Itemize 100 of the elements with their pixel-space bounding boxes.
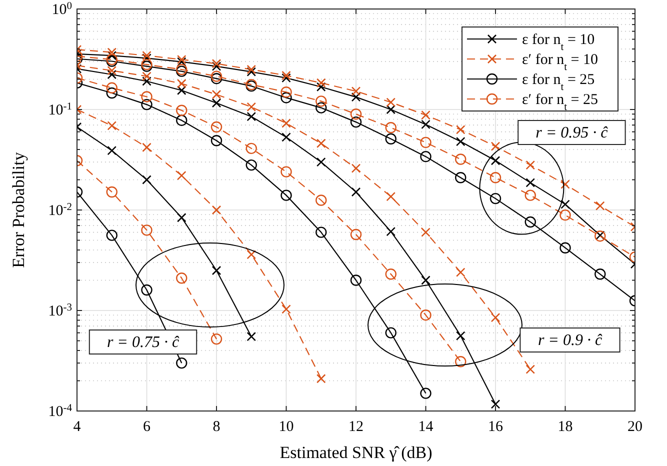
point (560, 209, 571, 221)
point (210, 70, 222, 82)
y-tick-label: 10$^{-1}$ (48, 101, 72, 118)
point (282, 304, 291, 314)
point (421, 228, 430, 237)
point (176, 57, 186, 66)
point (526, 160, 536, 170)
point (212, 266, 222, 276)
point (106, 82, 118, 94)
point (176, 54, 186, 64)
point (351, 86, 361, 96)
point (421, 120, 430, 130)
point (490, 142, 500, 151)
point (524, 190, 536, 201)
point (456, 331, 466, 340)
point (176, 86, 186, 96)
point (282, 132, 291, 142)
point (141, 98, 152, 110)
point (107, 48, 117, 57)
point (246, 250, 256, 260)
point (316, 374, 326, 384)
point (386, 192, 396, 202)
point (246, 67, 256, 76)
point (176, 114, 188, 126)
point (142, 175, 152, 184)
point (455, 154, 466, 165)
point (280, 92, 292, 104)
y-tick-label: 10$^{-2}$ (48, 202, 72, 219)
y-tick-label: 10$^{-3}$ (48, 302, 72, 320)
point (560, 242, 571, 254)
annotation: r = 0.75 · ĉ (106, 334, 180, 351)
point (106, 230, 118, 241)
point (456, 136, 466, 146)
point (316, 96, 327, 107)
point (350, 228, 362, 240)
point (386, 98, 396, 107)
annotation: r = 0.95 · ĉ (536, 124, 609, 142)
point (350, 274, 362, 286)
point (142, 54, 152, 63)
point (350, 108, 362, 120)
point (420, 388, 432, 399)
point (351, 164, 361, 173)
point (212, 62, 222, 71)
point (524, 216, 536, 228)
point (210, 72, 222, 84)
x-tick-label: 4 (73, 419, 82, 435)
point (490, 156, 500, 166)
point (316, 194, 327, 206)
x-tick-label: 20 (628, 419, 642, 435)
point (316, 82, 326, 92)
point (280, 166, 292, 178)
point (142, 72, 152, 81)
point (176, 357, 188, 369)
point (212, 58, 222, 68)
point (490, 312, 500, 322)
point (282, 70, 291, 80)
point (212, 205, 222, 215)
point (142, 50, 152, 60)
legend-label: ε′ for n$_{t}$ = 10 (522, 52, 598, 72)
point (455, 172, 466, 184)
x-tick-label: 12 (348, 419, 364, 435)
point (280, 86, 292, 98)
point (210, 135, 222, 146)
point (595, 201, 605, 210)
point (107, 66, 117, 76)
point (246, 112, 256, 122)
point (594, 268, 606, 280)
point (282, 118, 291, 128)
point (456, 268, 466, 277)
legend-label: ε for n$_{t}$ = 10 (522, 32, 595, 52)
point (490, 192, 502, 204)
point (141, 91, 152, 102)
point (526, 364, 536, 374)
point (351, 187, 361, 197)
point (350, 116, 362, 128)
point (421, 110, 430, 120)
point (176, 212, 186, 222)
point (141, 284, 152, 296)
point (210, 121, 222, 133)
legend-label: ε for n$_{t}$ = 25 (522, 72, 595, 92)
point (142, 142, 152, 152)
point (212, 98, 222, 108)
y-tick-label: 10$^{0}$ (52, 0, 72, 18)
point (316, 102, 327, 114)
point (212, 90, 222, 100)
x-tick-label: 6 (143, 419, 151, 435)
x-tick-label: 18 (558, 419, 573, 435)
point (351, 92, 361, 102)
point (246, 332, 256, 342)
point (176, 104, 188, 116)
point (106, 87, 118, 99)
point (316, 157, 326, 167)
point (420, 310, 432, 321)
point (316, 226, 327, 238)
point (385, 268, 396, 280)
point (246, 159, 257, 171)
point (385, 133, 396, 144)
point (526, 178, 536, 188)
x-tick-label: 10 (278, 419, 294, 435)
point (176, 170, 186, 180)
